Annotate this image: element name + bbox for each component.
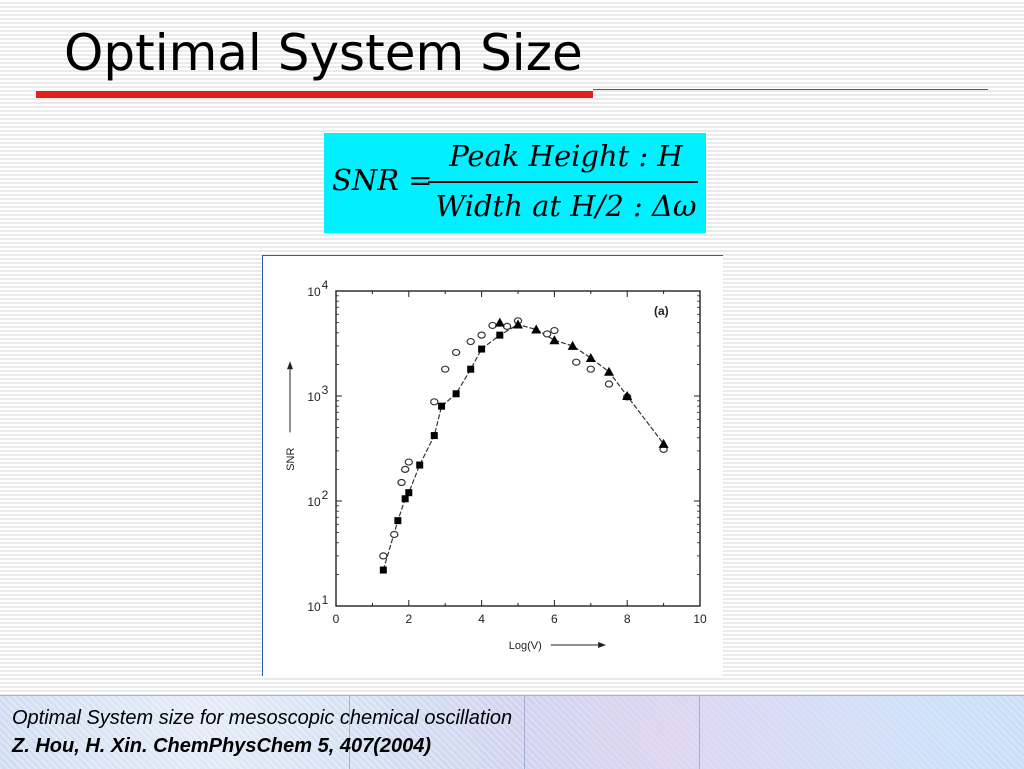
data-point-square — [430, 432, 438, 440]
y-tick-exponent: 2 — [322, 488, 329, 502]
data-point-circle — [466, 337, 475, 346]
y-tick-label: 10 — [307, 390, 321, 404]
data-point-square — [496, 331, 504, 339]
data-point-circle — [390, 530, 399, 539]
x-tick-label: 6 — [551, 612, 558, 626]
caption-citation: Z. Hou, H. Xin. ChemPhysChem 5, 407(2004… — [12, 735, 432, 757]
data-point-triangle — [567, 340, 578, 350]
y-tick-label: 10 — [307, 600, 321, 614]
data-point-square — [438, 402, 446, 410]
formula-denominator: Width at H/2 : Δω — [435, 189, 697, 223]
data-point-square — [452, 390, 460, 398]
data-point-square — [394, 517, 402, 525]
x-axis-arrowhead — [598, 642, 607, 648]
data-point-triangle — [494, 317, 505, 327]
data-point-circle — [451, 348, 461, 357]
data-point-circle — [400, 465, 410, 473]
data-point-triangle — [658, 438, 669, 448]
x-tick-label: 0 — [333, 612, 340, 626]
data-point-circle — [404, 458, 413, 466]
slide-title: Optimal System Size — [64, 24, 583, 82]
y-tick-exponent: 4 — [322, 278, 329, 292]
data-point-triangle — [604, 366, 614, 376]
data-point-circle — [550, 326, 559, 335]
data-point-circle — [397, 478, 406, 487]
data-point-square — [401, 495, 409, 503]
data-point-triangle — [622, 391, 633, 400]
data-point-square — [379, 566, 387, 574]
data-point-circle — [440, 365, 450, 373]
footer-divider — [524, 696, 525, 769]
formula-lhs: SNR = — [332, 163, 433, 197]
y-axis-label: SNR — [285, 448, 297, 471]
title-underline — [36, 91, 593, 98]
data-point-square — [478, 345, 486, 353]
chart-figure: 0 2 4 6 8 10 10 1 10 2 10 3 10 4 (a) Log(V) SNR — [262, 255, 723, 676]
x-tick-label: 2 — [405, 612, 412, 626]
y-tick-label: 10 — [307, 495, 321, 509]
formula-numerator: Peak Height : H — [449, 139, 683, 173]
panel-label: (a) — [654, 304, 669, 318]
y-axis-arrowhead — [287, 361, 293, 370]
y-tick-exponent: 3 — [322, 383, 329, 397]
series-line — [382, 323, 665, 571]
footer-divider — [349, 696, 350, 769]
data-point-circle — [379, 552, 388, 560]
x-tick-label: 8 — [624, 612, 631, 626]
y-tick-label: 10 — [307, 285, 321, 299]
data-point-triangle — [549, 335, 560, 345]
data-point-triangle — [585, 353, 596, 363]
plot-frame — [335, 290, 701, 607]
caption-description: Optimal System size for mesoscopic chemi… — [12, 707, 513, 729]
y-tick-exponent: 1 — [322, 593, 329, 607]
data-point-circle — [430, 398, 439, 406]
data-point-square — [467, 365, 475, 373]
title-rule — [593, 89, 988, 90]
data-point-circle — [542, 330, 552, 338]
data-point-circle — [586, 365, 595, 373]
x-tick-label: 4 — [478, 612, 485, 626]
data-point-square — [405, 489, 413, 497]
data-point-triangle — [513, 319, 523, 329]
snr-formula: SNR = Peak Height : H Width at H/2 : Δω — [324, 133, 706, 233]
x-tick-label: 10 — [693, 612, 707, 626]
fraction-bar — [428, 181, 698, 183]
data-point-triangle — [531, 324, 542, 334]
data-point-circle — [604, 380, 614, 388]
footer-divider — [699, 696, 700, 769]
x-axis-label: Log(V) — [509, 640, 542, 652]
data-point-circle — [477, 331, 486, 339]
data-point-circle — [488, 321, 497, 330]
data-point-circle — [572, 358, 581, 366]
footer-band — [0, 695, 1024, 769]
data-point-square — [416, 461, 424, 469]
